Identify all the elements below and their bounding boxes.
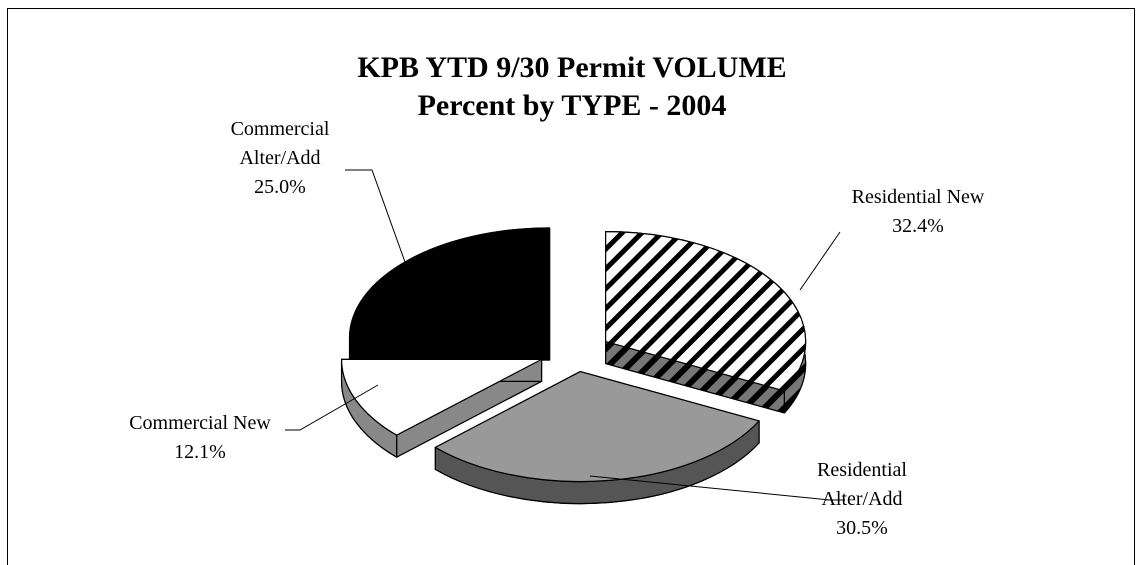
slice-side	[348, 337, 551, 361]
category-label: Commercial New	[129, 412, 271, 434]
pie-slice	[434, 370, 760, 483]
pie-slice	[605, 231, 807, 392]
value-label: 30.5%	[836, 517, 888, 539]
pie-slice	[340, 358, 543, 436]
value-label: 25.0%	[254, 176, 306, 198]
category-label: Residential New	[851, 186, 985, 208]
leader-line	[345, 169, 406, 263]
value-label: 12.1%	[174, 441, 226, 463]
slice-label: Residential New 32.4%	[818, 183, 1018, 241]
category-label: Residential Alter/Add	[817, 459, 907, 510]
leader-line	[589, 475, 845, 501]
chart-title: KPB YTD 9/30 Permit VOLUME	[357, 51, 786, 84]
slice-label: Commercial New 12.1%	[100, 409, 300, 467]
slice-label: Residential Alter/Add 30.5%	[802, 456, 922, 543]
value-label: 32.4%	[892, 215, 944, 237]
leader-line	[285, 384, 379, 431]
slice-label: Commercial Alter/Add 25.0%	[220, 115, 340, 202]
category-label: Commercial Alter/Add	[230, 118, 330, 169]
leader-line	[799, 231, 841, 291]
chart-subtitle: Percent by TYPE - 2004	[418, 89, 727, 122]
pie-slice	[348, 227, 551, 339]
